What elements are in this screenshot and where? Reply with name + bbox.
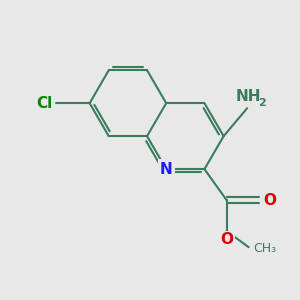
Text: N: N bbox=[160, 162, 172, 177]
Text: Cl: Cl bbox=[37, 96, 53, 111]
Text: 2: 2 bbox=[258, 98, 266, 108]
Text: O: O bbox=[263, 193, 276, 208]
Text: CH₃: CH₃ bbox=[253, 242, 276, 255]
Text: NH: NH bbox=[236, 89, 261, 104]
Text: O: O bbox=[220, 232, 233, 247]
